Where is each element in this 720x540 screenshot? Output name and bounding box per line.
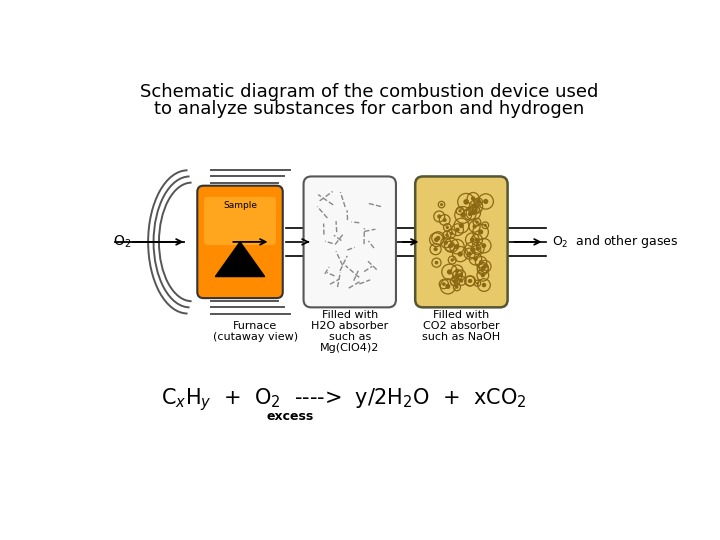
Circle shape	[469, 280, 472, 282]
Circle shape	[480, 261, 482, 264]
Circle shape	[461, 213, 465, 217]
Circle shape	[472, 211, 475, 214]
Circle shape	[455, 245, 459, 248]
Circle shape	[445, 241, 447, 244]
Circle shape	[459, 252, 462, 256]
Circle shape	[482, 268, 484, 271]
Circle shape	[444, 219, 446, 221]
Text: Schematic diagram of the combustion device used: Schematic diagram of the combustion devi…	[140, 83, 598, 101]
FancyBboxPatch shape	[196, 184, 276, 300]
Text: Filled with: Filled with	[322, 310, 378, 320]
FancyBboxPatch shape	[197, 186, 283, 298]
Text: Sample: Sample	[223, 201, 257, 210]
Circle shape	[441, 204, 442, 205]
Text: (cutaway view): (cutaway view)	[213, 332, 298, 342]
FancyBboxPatch shape	[304, 177, 396, 307]
Polygon shape	[215, 242, 265, 276]
Circle shape	[468, 252, 471, 255]
Circle shape	[469, 212, 472, 215]
Circle shape	[456, 269, 459, 272]
Text: C$_x$H$_y$  +  O$_2$  ---->  y/2H$_2$O  +  xCO$_2$: C$_x$H$_y$ + O$_2$ ----> y/2H$_2$O + xCO…	[161, 386, 526, 413]
Circle shape	[482, 274, 485, 276]
Circle shape	[449, 245, 451, 247]
Circle shape	[436, 237, 440, 240]
Circle shape	[464, 200, 468, 204]
Circle shape	[475, 208, 477, 210]
Circle shape	[450, 232, 452, 234]
Circle shape	[443, 283, 445, 285]
Circle shape	[459, 274, 462, 276]
Circle shape	[451, 259, 453, 261]
Circle shape	[469, 280, 471, 282]
Circle shape	[472, 210, 474, 212]
Circle shape	[453, 281, 455, 282]
Circle shape	[482, 267, 485, 269]
Circle shape	[472, 197, 474, 200]
Circle shape	[436, 261, 438, 264]
Circle shape	[460, 280, 462, 282]
Circle shape	[474, 257, 477, 260]
Circle shape	[485, 225, 486, 226]
Text: such as NaOH: such as NaOH	[423, 332, 500, 342]
Text: O$_2$  and other gases: O$_2$ and other gases	[552, 233, 678, 251]
Text: CO2 absorber: CO2 absorber	[423, 321, 500, 331]
Circle shape	[446, 226, 449, 228]
Circle shape	[477, 201, 480, 202]
FancyBboxPatch shape	[415, 177, 508, 307]
Text: O$_2$: O$_2$	[113, 234, 132, 250]
Circle shape	[435, 238, 438, 241]
Circle shape	[456, 286, 458, 288]
Circle shape	[477, 282, 478, 284]
Circle shape	[476, 221, 478, 223]
Circle shape	[459, 210, 461, 212]
Circle shape	[454, 280, 456, 282]
Circle shape	[482, 244, 485, 247]
Circle shape	[449, 244, 453, 247]
Text: such as: such as	[328, 332, 371, 342]
Circle shape	[474, 205, 477, 208]
Text: Mg(ClO4)2: Mg(ClO4)2	[320, 343, 379, 353]
Circle shape	[446, 285, 450, 288]
Circle shape	[475, 239, 478, 241]
Circle shape	[471, 238, 474, 241]
Circle shape	[476, 247, 480, 250]
Circle shape	[471, 248, 475, 252]
Circle shape	[479, 230, 482, 234]
Text: to analyze substances for carbon and hydrogen: to analyze substances for carbon and hyd…	[154, 100, 584, 118]
Circle shape	[483, 265, 487, 268]
Text: Furnace: Furnace	[233, 321, 277, 331]
Circle shape	[459, 224, 463, 227]
Circle shape	[456, 274, 459, 276]
FancyBboxPatch shape	[204, 197, 276, 245]
Circle shape	[482, 284, 485, 287]
Circle shape	[448, 270, 451, 274]
Text: Filled with: Filled with	[433, 310, 490, 320]
Circle shape	[446, 234, 448, 236]
Text: H2O absorber: H2O absorber	[311, 321, 388, 331]
Circle shape	[473, 225, 476, 228]
Circle shape	[484, 200, 487, 204]
Text: excess: excess	[267, 410, 314, 423]
Circle shape	[456, 228, 459, 231]
Circle shape	[477, 201, 478, 203]
Circle shape	[434, 248, 437, 251]
Circle shape	[438, 215, 441, 218]
